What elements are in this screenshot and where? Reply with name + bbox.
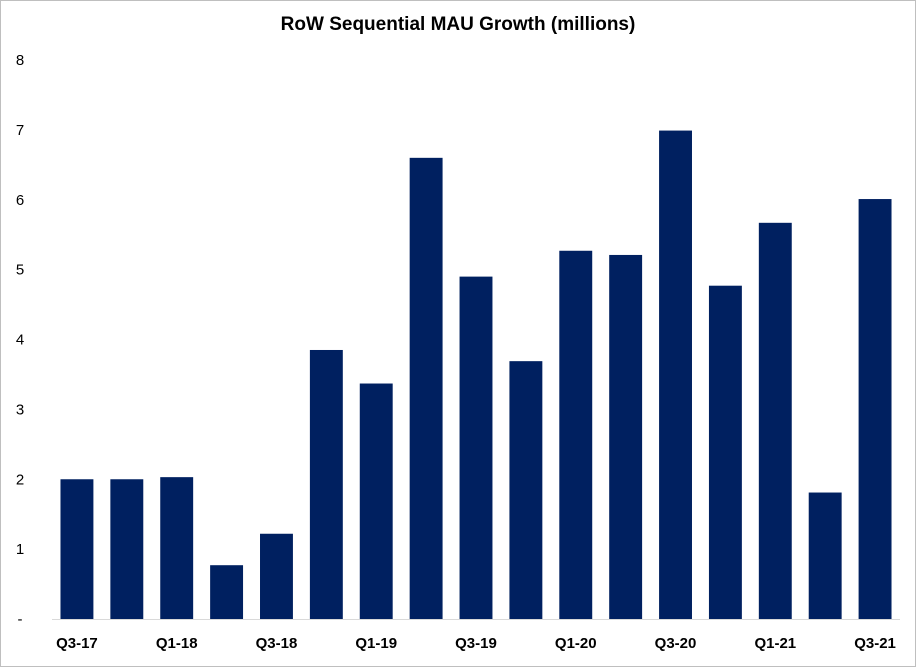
- y-tick-label: 8: [16, 52, 24, 69]
- bar-q3-17: [60, 479, 94, 619]
- y-tick-label: 3: [16, 401, 24, 418]
- x-tick-label: Q3-19: [455, 635, 497, 652]
- y-tick-label: 7: [16, 122, 24, 139]
- y-tick-label: 5: [16, 262, 24, 279]
- bar-q3-21: [858, 199, 892, 620]
- bar-q4-18: [309, 349, 343, 619]
- bar-q1-19: [359, 383, 393, 619]
- bar-q4-17: [110, 479, 144, 619]
- bar-q4-20: [708, 285, 742, 619]
- bar-q4-19: [509, 361, 543, 619]
- x-tick-label: Q1-18: [156, 635, 198, 652]
- chart-title: RoW Sequential MAU Growth (millions): [280, 14, 636, 35]
- x-tick-label: Q1-19: [355, 635, 397, 652]
- bar-q2-18: [210, 565, 244, 619]
- x-tick-label: Q1-20: [555, 635, 597, 652]
- y-tick-label: 6: [16, 192, 24, 209]
- x-tick-label: Q3-21: [854, 635, 896, 652]
- bar-q1-18: [160, 477, 194, 619]
- bar-q2-21: [808, 492, 842, 619]
- x-tick-label: Q3-18: [256, 635, 298, 652]
- x-tick-label: Q1-21: [754, 635, 796, 652]
- bar-q2-20: [609, 254, 643, 619]
- y-tick-label: 2: [16, 471, 24, 488]
- bar-q3-20: [659, 130, 692, 619]
- x-tick-label: Q3-17: [56, 635, 98, 652]
- bar-q2-19: [409, 157, 443, 619]
- bar-q3-19: [459, 276, 493, 619]
- bar-q1-21: [758, 222, 792, 619]
- bar-q3-18: [260, 533, 293, 619]
- bar-q1-20: [559, 250, 593, 619]
- x-tick-label: Q3-20: [655, 635, 697, 652]
- y-tick-label: -: [18, 611, 23, 628]
- y-tick-label: 4: [16, 332, 24, 349]
- y-tick-label: 1: [16, 541, 24, 558]
